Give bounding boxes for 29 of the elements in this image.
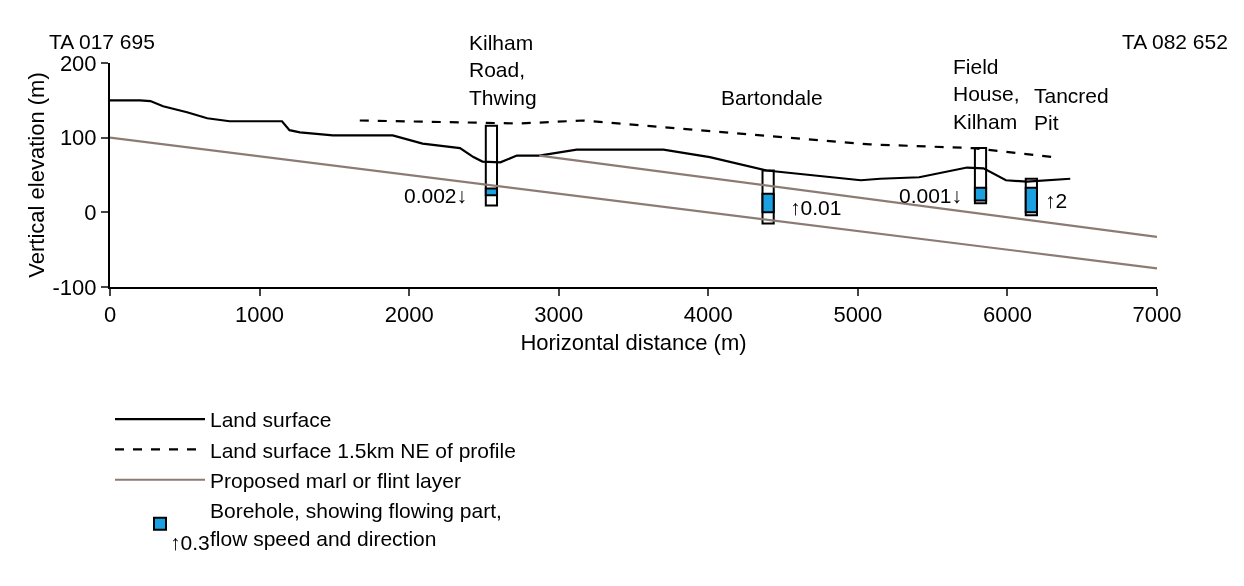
text: ↑0.3 <box>170 531 210 554</box>
annotation: Kilham Road, Thwing <box>469 31 537 109</box>
annotation: ↑0.01 <box>790 196 842 219</box>
legend-label: Land surface <box>210 408 332 432</box>
x-tick-label: 0 <box>103 302 117 328</box>
x-tick-label: 2000 <box>384 302 434 328</box>
y-tick-label: 100 <box>59 125 97 151</box>
x-tick-label: 3000 <box>534 302 584 328</box>
annotation: ↑2 <box>1045 189 1068 212</box>
y-axis-title: Vertical elevation (m) <box>23 72 49 278</box>
legend-label: Borehole, showing flowing part, flow speed and direction <box>210 499 502 550</box>
x-tick-label: 1000 <box>235 302 285 328</box>
x-tick-label: 4000 <box>683 302 733 328</box>
legend-label: Land surface 1.5km NE of profile <box>210 438 516 462</box>
annotation: 0.002↓ <box>404 184 468 207</box>
legend-label: Proposed marl or flint layer <box>210 468 461 492</box>
x-tick-label: 5000 <box>833 302 883 328</box>
annotation: Field House, Kilham <box>953 55 1020 133</box>
x-tick-label: 7000 <box>1132 302 1182 328</box>
text: TA 082 652 <box>1122 30 1228 53</box>
y-tick-label: 200 <box>59 50 97 76</box>
x-tick-label: 6000 <box>982 302 1032 328</box>
annotation: 0.001↓ <box>899 184 963 207</box>
annotation: Bartondale <box>721 86 823 109</box>
text: TA 017 695 <box>49 30 155 53</box>
y-tick-label: 0 <box>84 200 97 226</box>
y-tick-label: -100 <box>52 274 97 300</box>
x-axis-title: Horizontal distance (m) <box>520 329 747 355</box>
annotation: Tancred Pit <box>1034 84 1109 135</box>
